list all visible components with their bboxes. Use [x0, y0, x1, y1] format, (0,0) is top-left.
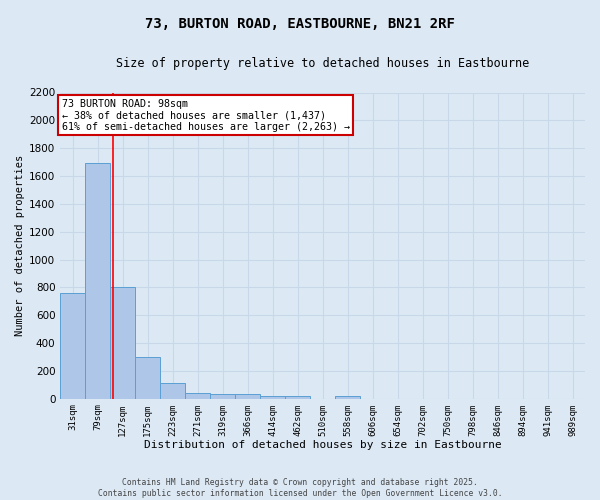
Bar [285, 396, 310, 398]
X-axis label: Distribution of detached houses by size in Eastbourne: Distribution of detached houses by size … [144, 440, 502, 450]
Bar [235, 394, 260, 398]
Title: Size of property relative to detached houses in Eastbourne: Size of property relative to detached ho… [116, 58, 529, 70]
Bar [135, 357, 160, 399]
Y-axis label: Number of detached properties: Number of detached properties [15, 155, 25, 336]
Bar [210, 394, 235, 398]
Bar [335, 396, 360, 398]
Bar [60, 293, 85, 399]
Bar [185, 393, 210, 398]
Bar [85, 164, 110, 398]
Bar [160, 382, 185, 398]
Text: 73 BURTON ROAD: 98sqm
← 38% of detached houses are smaller (1,437)
61% of semi-d: 73 BURTON ROAD: 98sqm ← 38% of detached … [62, 99, 350, 132]
Bar [260, 396, 285, 398]
Text: 73, BURTON ROAD, EASTBOURNE, BN21 2RF: 73, BURTON ROAD, EASTBOURNE, BN21 2RF [145, 18, 455, 32]
Text: Contains HM Land Registry data © Crown copyright and database right 2025.
Contai: Contains HM Land Registry data © Crown c… [98, 478, 502, 498]
Bar [110, 288, 135, 399]
